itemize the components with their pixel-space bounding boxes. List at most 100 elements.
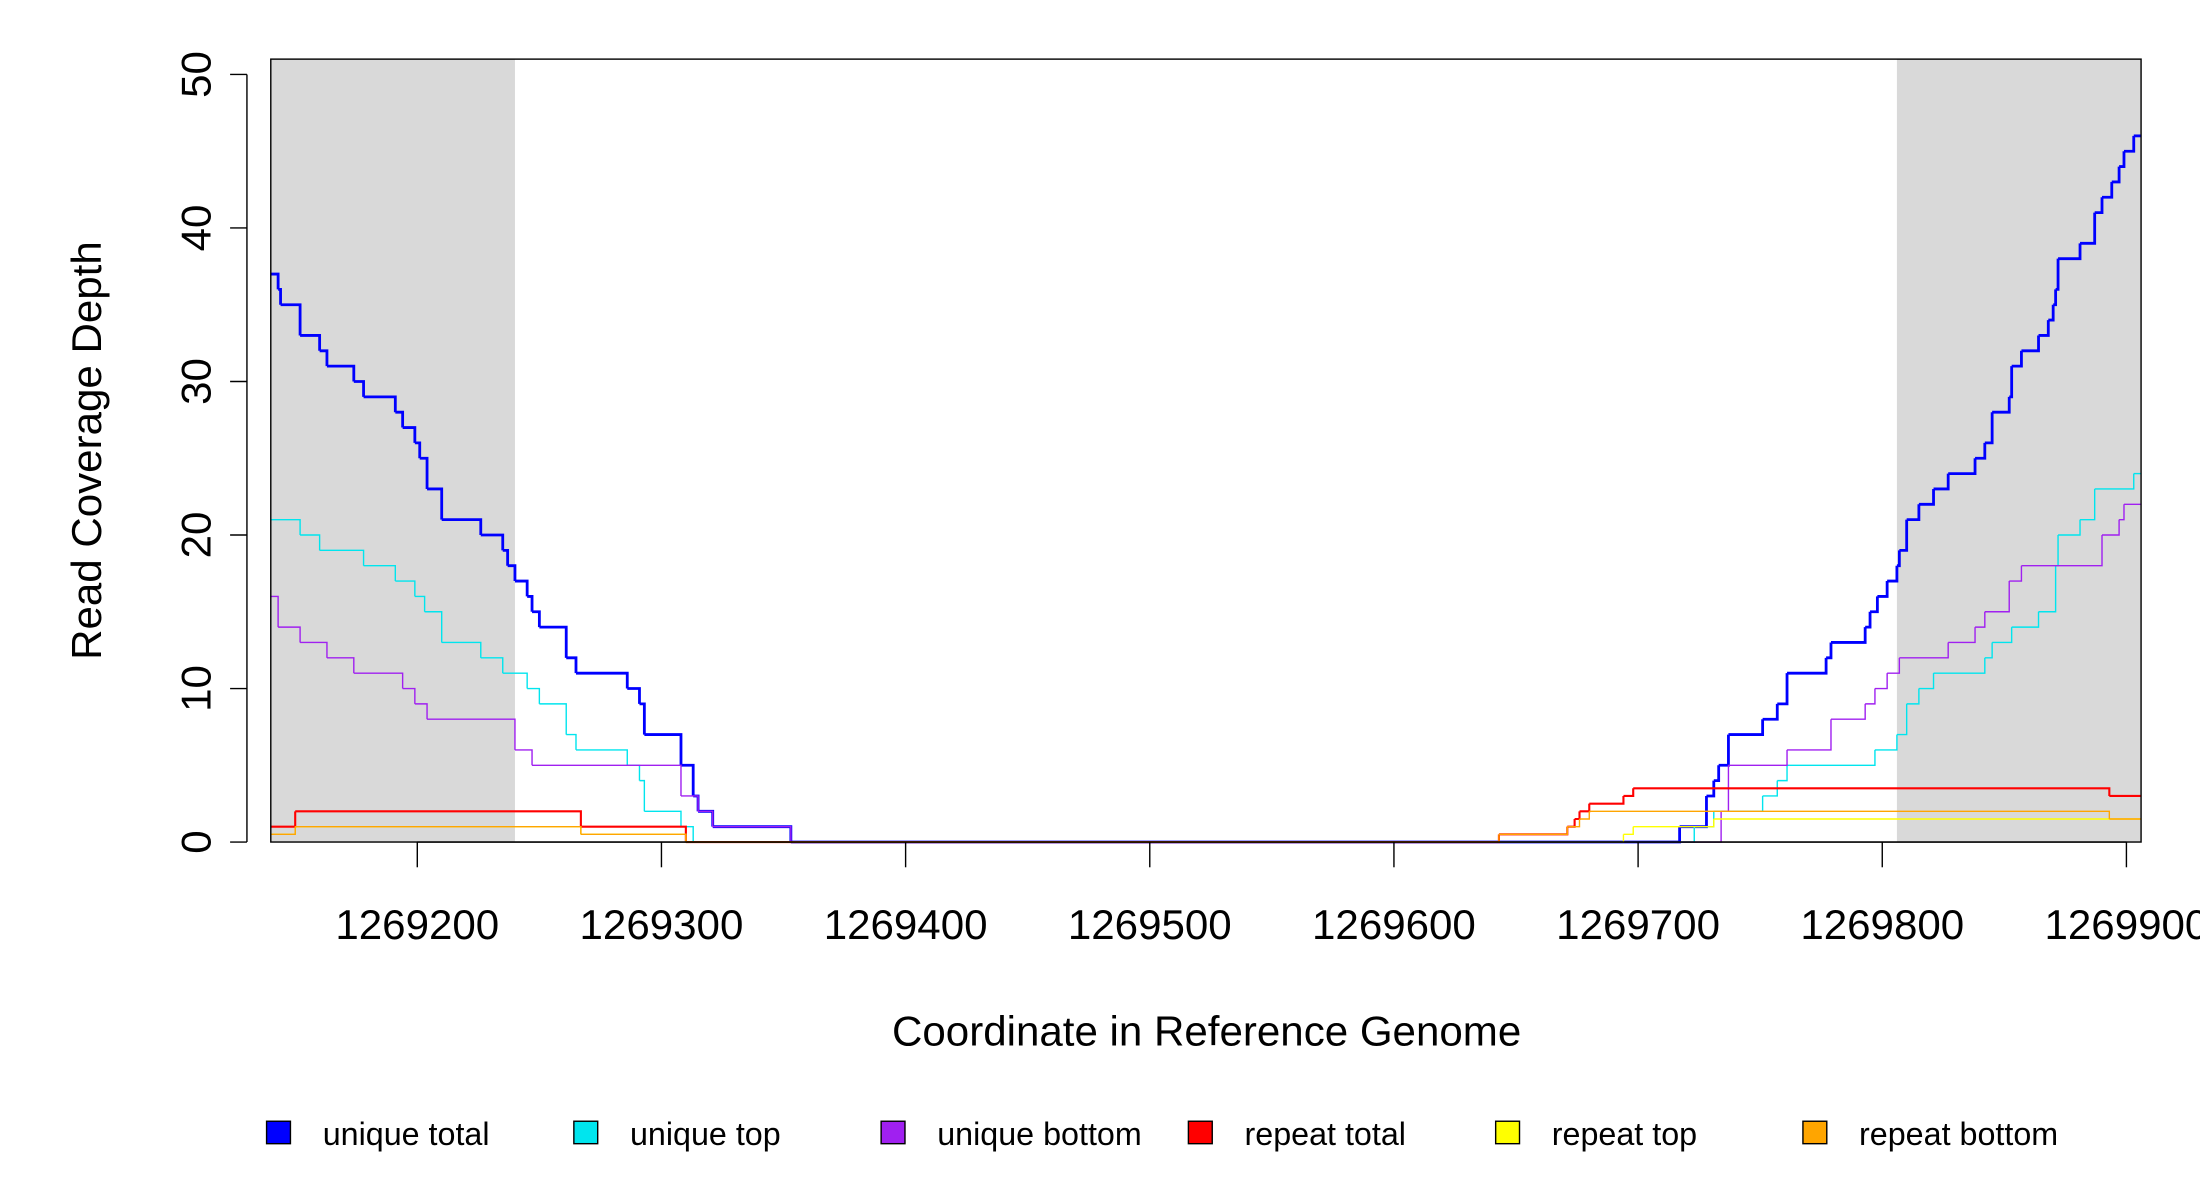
step-segment	[326, 657, 355, 674]
step-segment	[1567, 819, 1581, 828]
step-segment	[527, 595, 534, 612]
step-segment	[270, 272, 280, 290]
step-segment	[414, 595, 426, 612]
step-segment	[539, 703, 567, 735]
step-segment	[480, 657, 504, 674]
y-tick-label: 20	[172, 512, 219, 559]
x-tick-label: 1269800	[1800, 901, 1964, 948]
legend-label: repeat total	[1245, 1116, 1406, 1152]
step-segment	[353, 380, 365, 397]
step-segment	[639, 702, 646, 735]
step-segment	[1874, 673, 1888, 690]
step-segment	[1589, 810, 2111, 820]
step-segment	[1787, 719, 1832, 751]
step-segment	[480, 533, 505, 551]
step-segment	[1830, 703, 1866, 720]
legend-label: repeat top	[1552, 1116, 1697, 1152]
shaded-regions	[270, 59, 2142, 843]
step-segment	[1787, 749, 1876, 766]
step-segment	[566, 656, 578, 674]
legend-label: unique total	[323, 1116, 490, 1152]
step-segment	[1896, 550, 1901, 568]
shaded-region	[270, 59, 515, 843]
step-segment	[532, 610, 541, 628]
y-axis-label: Read Coverage Depth	[63, 241, 110, 660]
step-segment	[278, 626, 301, 643]
y-tick-label: 30	[172, 358, 219, 405]
step-segment	[1633, 787, 2111, 796]
step-segment	[1579, 811, 1590, 820]
step-segment	[1948, 627, 1976, 644]
step-segment	[2009, 366, 2014, 399]
step-segment	[1899, 519, 1909, 552]
step-segment	[300, 641, 328, 658]
step-segment	[1906, 504, 1921, 522]
step-segment	[2021, 535, 2103, 567]
step-segment	[1728, 719, 1765, 736]
step-segment	[1984, 642, 1993, 659]
step-segment	[1777, 765, 1788, 782]
legend-swatch	[265, 1120, 292, 1145]
step-segment	[1899, 642, 1949, 659]
step-segment	[532, 764, 682, 796]
step-segment	[2009, 565, 2023, 582]
y-tick-label: 40	[172, 205, 219, 252]
step-segment	[712, 825, 792, 843]
step-segment	[2119, 504, 2125, 521]
step-segment	[1713, 765, 1721, 783]
x-axis-label: Coordinate in Reference Genome	[892, 1007, 1521, 1054]
legend: unique total unique top unique bottom repea…	[265, 1116, 2058, 1152]
step-segment	[402, 687, 416, 704]
step-segment	[402, 426, 417, 443]
legend-swatch	[880, 1120, 906, 1145]
step-segment	[2038, 565, 2057, 613]
step-segment	[2102, 181, 2114, 199]
step-segment	[1870, 596, 1879, 614]
step-segment	[1589, 795, 1625, 805]
step-segment	[363, 395, 397, 413]
step-segment	[680, 795, 699, 812]
x-tick-label: 1269200	[335, 901, 499, 948]
step-segment	[1984, 581, 2010, 613]
step-segment	[2058, 519, 2081, 536]
step-segment	[1633, 819, 1715, 828]
step-segment	[575, 671, 629, 689]
step-segment	[1933, 657, 1986, 674]
step-segment	[2048, 304, 2055, 322]
step-segment	[2080, 212, 2097, 245]
step-segment	[1728, 749, 1788, 766]
legend-label: repeat bottom	[1859, 1116, 2058, 1152]
step-segment	[427, 487, 444, 520]
step-segment	[395, 580, 416, 597]
step-segment	[1777, 673, 1789, 706]
step-segment	[1887, 565, 1899, 583]
step-segment	[539, 625, 568, 658]
step-segment	[1933, 473, 1950, 491]
step-segment	[507, 564, 517, 582]
step-segment	[1877, 581, 1889, 598]
step-segment	[1865, 611, 1872, 629]
y-tick-label: 0	[172, 830, 219, 853]
step-segment	[1865, 688, 1876, 705]
step-segment	[270, 595, 279, 628]
step-segment	[680, 763, 695, 796]
step-segment	[427, 718, 516, 750]
step-segment	[2011, 611, 2040, 628]
step-segment	[1826, 642, 1833, 660]
step-segment	[326, 364, 356, 382]
step-segment	[1896, 703, 1908, 736]
step-segment	[414, 441, 422, 459]
step-segment	[363, 565, 397, 582]
y-tick-label: 10	[172, 665, 219, 712]
step-segment	[502, 548, 510, 566]
shaded-region	[1896, 59, 2142, 843]
step-segment	[527, 687, 541, 704]
step-segment	[1498, 826, 1568, 836]
step-segment	[1574, 811, 1581, 821]
step-segment	[1918, 673, 1935, 690]
step-segment	[278, 287, 282, 305]
step-segment	[2021, 335, 2040, 353]
step-segment	[2119, 151, 2126, 168]
x-tick-label: 1269900	[2045, 901, 2200, 948]
